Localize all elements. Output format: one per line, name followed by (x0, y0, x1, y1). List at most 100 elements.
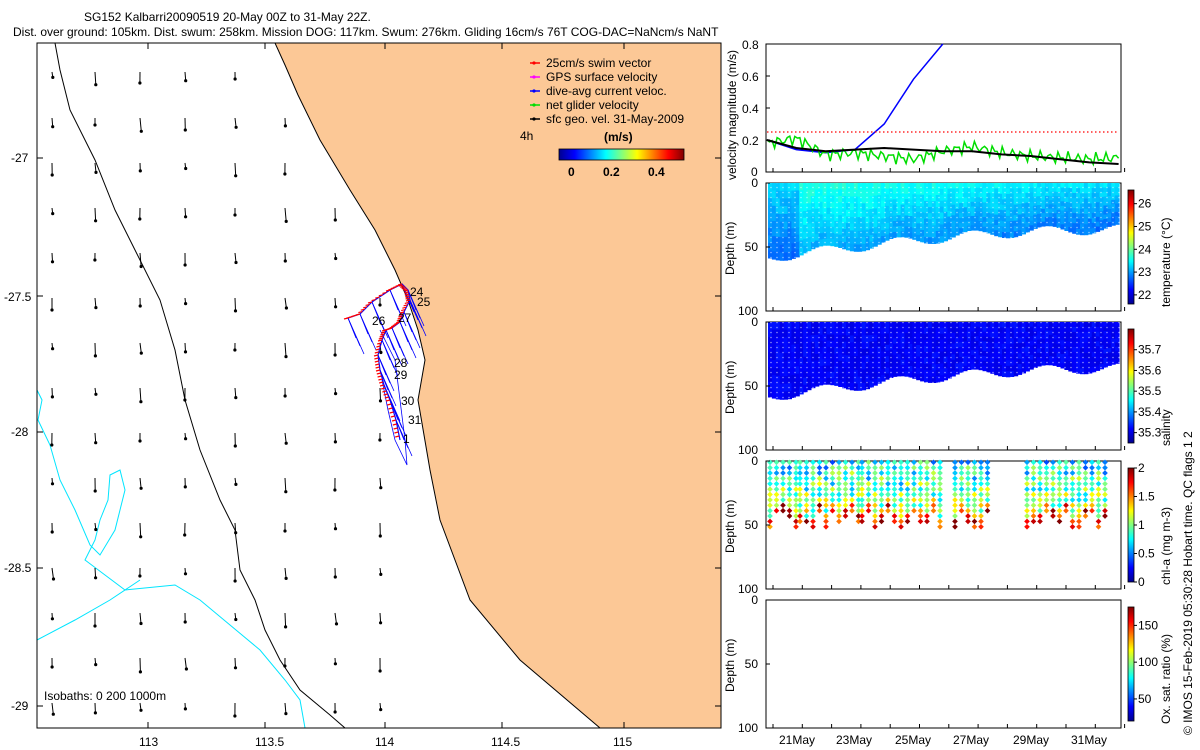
velocity-y-label: velocity magnitude (m/s) (725, 50, 739, 180)
chla-sample (793, 480, 799, 487)
chla-sample (898, 497, 904, 503)
swim-vector (376, 372, 381, 375)
chla-sample (823, 513, 829, 519)
chla-sample (898, 486, 904, 493)
geo-velocity-arrowhead (184, 79, 188, 83)
chla-sample (1037, 507, 1043, 514)
geo-velocity-arrowhead (334, 392, 338, 396)
chla-sample (917, 459, 924, 466)
geo-velocity-arrowhead (378, 438, 382, 442)
chla-sample (855, 459, 862, 466)
colorbar-tick-label: 1.5 (1138, 490, 1155, 504)
chla-sample (1050, 513, 1056, 519)
geo-velocity-arrowhead (51, 712, 55, 716)
chla-sample (904, 513, 911, 519)
chla-sample (872, 486, 878, 493)
chla-sample (810, 497, 816, 503)
chla-sample (971, 480, 978, 487)
chla-sample (823, 464, 829, 471)
chla-sample (1102, 497, 1108, 503)
chla-sample (924, 518, 930, 525)
chla-sample (911, 470, 917, 476)
chla-sample (1030, 475, 1037, 482)
map-x-tick-115: 115 (613, 735, 632, 749)
chla-sample (958, 507, 965, 514)
geo-velocity-arrowhead (138, 439, 142, 443)
chla-sample (803, 491, 810, 498)
chla-sample (917, 486, 924, 493)
chla-sample (1043, 480, 1050, 487)
chla-sample (958, 475, 965, 482)
geo-velocity-arrow (94, 432, 97, 443)
legend-marker-4 (532, 117, 536, 121)
depth-tick-label: 0 (751, 176, 758, 190)
swim-vector (389, 326, 394, 329)
chla-sample (872, 497, 878, 503)
chla-sample (898, 459, 904, 466)
geo-velocity-arrowhead (183, 485, 187, 489)
geo-velocity-arrowhead (94, 219, 98, 223)
dive-avg-current-vector (395, 419, 413, 457)
colorbar-tick-label: 23 (1138, 265, 1152, 279)
depth-tick-label: 50 (745, 240, 759, 254)
chla-sample (1095, 480, 1102, 487)
geo-velocity-arrowhead (284, 219, 288, 223)
dive-avg-current-vector (389, 399, 407, 437)
depth-tick-label: 50 (745, 379, 759, 393)
geo-velocity-arrowhead (234, 125, 238, 129)
chla-sample (952, 459, 958, 466)
geo-velocity-arrowhead (50, 482, 55, 486)
chla-sample (865, 464, 872, 471)
geo-velocity-arrowhead (50, 665, 54, 669)
swim-vector (399, 284, 404, 287)
chla-sample (810, 502, 816, 509)
chla-sample (793, 491, 799, 498)
chla-sample (767, 513, 773, 519)
chla-sample (952, 470, 958, 476)
chla-sample (780, 497, 786, 503)
chla-sample (898, 507, 904, 514)
chla-sample (865, 459, 872, 466)
geo-velocity-arrowhead (283, 529, 287, 533)
chla-sample (1102, 470, 1108, 476)
chla-sample (924, 502, 930, 509)
chla-sample (1030, 502, 1037, 509)
chla-sample (849, 502, 855, 509)
chla-sample (971, 523, 978, 530)
chla-sample (937, 491, 943, 498)
chla-sample (1037, 475, 1043, 482)
chla-sample (797, 491, 803, 498)
chla-sample (1030, 513, 1037, 519)
geo-velocity-arrowhead (138, 574, 142, 578)
geo-velocity-arrow (94, 207, 97, 221)
chla-sample (1076, 475, 1082, 482)
chla-sample (930, 480, 937, 487)
geo-velocity-arrowhead (334, 256, 338, 261)
chla-sample (797, 513, 803, 519)
legend-label-4: sfc geo. vel. 31-May-2009 (546, 112, 684, 126)
geo-velocity-arrowhead (334, 622, 339, 626)
dive-avg-current-vector (407, 289, 425, 327)
chla-sample (952, 507, 958, 514)
geo-velocity-arrowhead (138, 670, 142, 674)
geo-velocity-arrow (139, 117, 142, 132)
geo-velocity-arrowhead (378, 399, 383, 403)
figure-title-line1: SG152 Kalbarri20090519 20-May 00Z to 31-… (84, 10, 371, 24)
chla-sample (1043, 491, 1050, 498)
swim-vector (377, 375, 382, 378)
colorbar-tick-label: 35.3 (1138, 426, 1162, 440)
chla-sample (1063, 507, 1069, 514)
geo-velocity-arrowhead (138, 81, 142, 85)
chla-sample (810, 480, 816, 487)
chla-sample (952, 464, 958, 471)
velocity-y-tick-02: 0.2 (742, 134, 759, 148)
swim-vector (385, 399, 391, 402)
chla-sample (836, 486, 842, 493)
chla-sample (767, 480, 773, 487)
chla-sample (1043, 507, 1050, 514)
chla-sample (810, 523, 816, 530)
chla-sample (911, 480, 917, 487)
swim-vector (395, 435, 400, 438)
chla-sample (767, 507, 773, 514)
dive-avg-current-vector (409, 299, 427, 337)
